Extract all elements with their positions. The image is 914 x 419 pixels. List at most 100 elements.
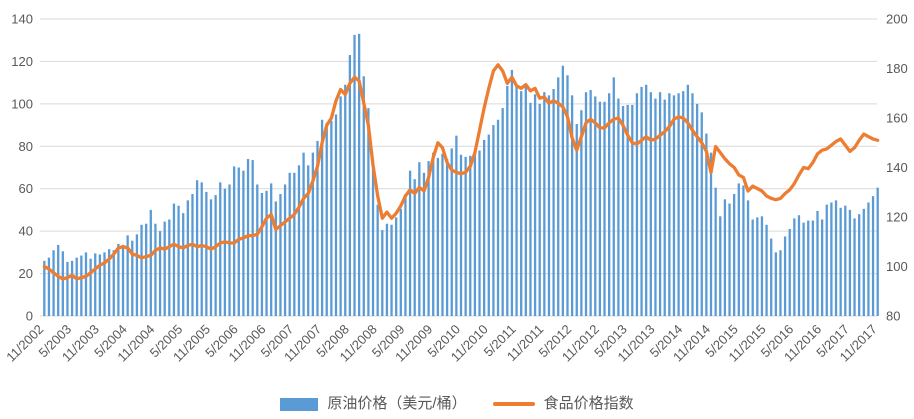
oil-bar	[270, 183, 273, 316]
oil-legend-label: 原油价格（美元/桶）	[327, 395, 467, 412]
oil-bar	[163, 221, 166, 316]
oil-bar	[834, 200, 838, 316]
left-axis-tick: 120	[11, 54, 33, 69]
oil-bar	[325, 122, 328, 316]
oil-bar	[802, 222, 805, 316]
oil-bar	[367, 108, 370, 316]
x-axis-labels: 11/20025/200311/20035/200411/20045/20051…	[3, 322, 880, 365]
oil-bar	[436, 157, 439, 316]
oil-bar	[862, 208, 865, 316]
oil-bar	[848, 209, 852, 316]
oil-bar	[399, 208, 402, 316]
legend: 原油价格（美元/桶） 食品价格指数	[0, 393, 914, 415]
oil-bar	[640, 86, 643, 316]
oil-bar	[617, 98, 620, 316]
oil-bar	[686, 84, 690, 316]
oil-bar	[57, 244, 60, 316]
right-axis-tick: 80	[886, 309, 900, 324]
right-axis-tick: 100	[886, 259, 908, 274]
chart-plot-area: 0 20 40 60 80 100 120 140 80 100 120 140 160 180 200 11…	[3, 12, 908, 365]
oil-bar	[714, 187, 717, 316]
oil-bar	[362, 76, 365, 316]
oil-bar	[612, 77, 615, 316]
oil-bar	[432, 152, 435, 316]
oil-bar	[214, 195, 217, 316]
oil-bar	[94, 253, 97, 316]
oil-bar	[395, 217, 398, 316]
oil-bar	[265, 190, 268, 316]
oil-bar	[543, 92, 546, 316]
oil-bar	[580, 110, 583, 316]
oil-bar	[117, 243, 120, 316]
oil-bar	[733, 194, 736, 316]
oil-bar	[672, 95, 676, 317]
oil-bar	[746, 200, 750, 316]
oil-price-bars	[43, 33, 879, 317]
left-axis-tick: 20	[19, 266, 33, 281]
oil-bar	[695, 103, 699, 316]
oil-bar	[242, 170, 245, 316]
oil-bar	[510, 69, 514, 316]
oil-bar	[112, 250, 115, 316]
oil-bar	[413, 179, 416, 316]
oil-bar-swatch	[280, 397, 319, 411]
oil-bar	[311, 152, 314, 316]
oil-bar	[668, 93, 671, 316]
oil-bar	[445, 159, 449, 316]
oil-bar	[80, 255, 83, 316]
oil-bar	[191, 194, 194, 316]
oil-bar	[566, 75, 569, 316]
oil-bar	[228, 184, 231, 316]
oil-bar	[390, 224, 393, 316]
oil-bar	[737, 183, 740, 316]
oil-bar	[589, 90, 592, 316]
oil-bar	[172, 203, 176, 316]
oil-bar	[441, 153, 444, 316]
oil-bar	[645, 84, 648, 316]
oil-bar	[450, 148, 453, 316]
oil-bar	[709, 152, 713, 316]
oil-bar	[478, 150, 481, 316]
oil-bar	[765, 224, 768, 316]
oil-bar	[43, 260, 46, 316]
oil-bar	[219, 182, 222, 316]
oil-bar	[107, 249, 111, 316]
oil-bar	[691, 93, 694, 316]
oil-bar	[246, 159, 250, 316]
oil-bar	[89, 258, 92, 316]
food-legend-label: 食品价格指数	[543, 395, 634, 412]
oil-bar	[145, 223, 148, 316]
oil-bar	[158, 231, 162, 316]
right-axis-tick: 180	[886, 61, 908, 76]
food-index-line	[42, 63, 880, 281]
oil-bar	[728, 203, 731, 316]
oil-bar	[464, 156, 467, 316]
oil-bar	[348, 55, 352, 317]
oil-bar	[339, 96, 342, 317]
oil-bar	[70, 260, 74, 316]
oil-bar	[186, 200, 189, 316]
oil-bar	[61, 251, 64, 316]
oil-bar	[570, 95, 574, 317]
oil-bar	[459, 154, 463, 316]
oil-bar	[700, 112, 703, 316]
oil-bar	[658, 92, 662, 316]
oil-bar	[283, 184, 287, 316]
oil-bar	[52, 250, 55, 316]
oil-bar	[770, 238, 773, 316]
oil-bar	[126, 235, 129, 316]
oil-bar	[788, 229, 791, 316]
oil-bar	[575, 124, 578, 316]
oil-bar	[584, 92, 588, 316]
oil-bar	[742, 185, 745, 316]
oil-bar	[75, 257, 78, 316]
left-axis-tick: 80	[19, 139, 33, 154]
oil-bar	[598, 101, 602, 317]
right-axis-tick: 200	[886, 12, 908, 27]
oil-bar	[492, 125, 495, 316]
oil-bar	[182, 213, 185, 316]
oil-bar	[168, 219, 171, 316]
oil-bar	[533, 94, 537, 316]
oil-bar	[344, 84, 347, 316]
